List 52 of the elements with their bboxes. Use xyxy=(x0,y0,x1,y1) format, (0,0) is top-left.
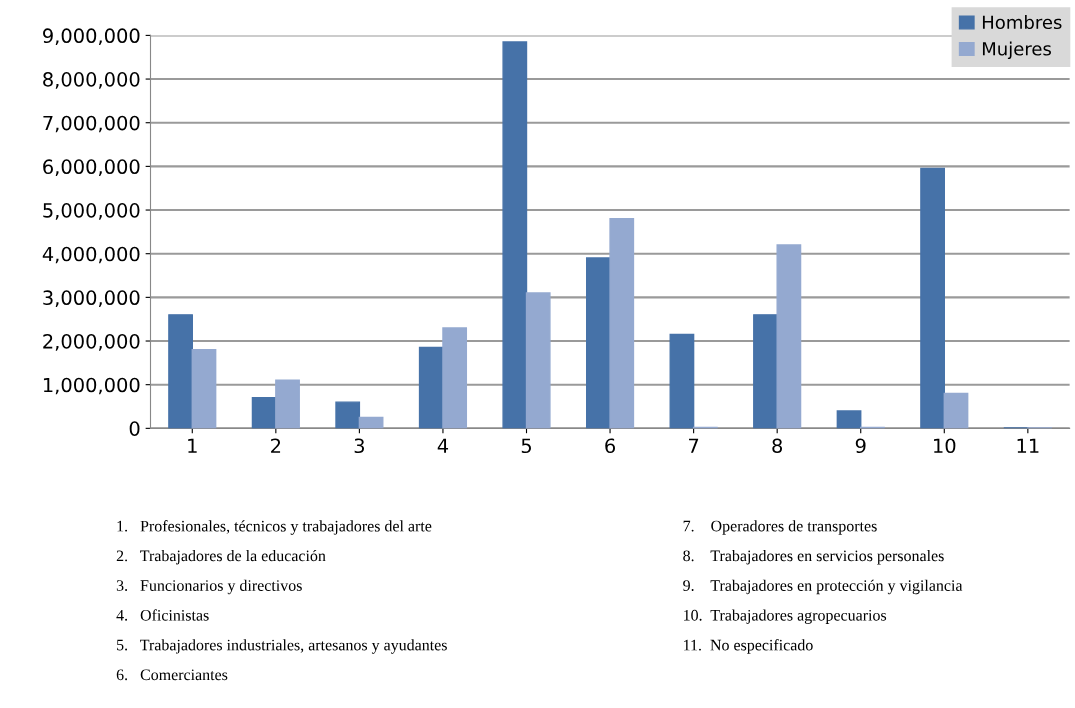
x-tick-label: 6 xyxy=(605,438,616,454)
legend-label: Mujeres xyxy=(982,41,1051,60)
text: 6. Comerciantes xyxy=(116,669,228,681)
x-tick-label: 4 xyxy=(437,438,449,453)
bar xyxy=(191,349,217,429)
bar xyxy=(609,218,635,429)
text: 5. Trabajadores industriales, artesanos y ayudantes xyxy=(117,639,447,654)
y-tick-label: 0 xyxy=(129,421,140,436)
text: 3. Funcionarios y directivos xyxy=(116,579,302,595)
x-tick-label: 10 xyxy=(934,438,956,454)
bar xyxy=(442,327,468,429)
text: 1. Profesionales, técnicos y trabajadores del arte xyxy=(117,520,432,535)
bar xyxy=(168,314,193,429)
x-tick-label: 5 xyxy=(521,438,531,454)
legend-label: Hombres xyxy=(982,15,1062,30)
y-tick-label: 2,000,000 xyxy=(43,333,140,351)
text: 9. Trabajadores en protección y vigilancia xyxy=(683,579,963,595)
bar xyxy=(585,257,611,429)
y-tick-label: 5,000,000 xyxy=(43,203,140,220)
text: 11. No especificado xyxy=(684,639,813,654)
x-tick-label: 7 xyxy=(689,438,699,453)
x-tick-label: 2 xyxy=(271,438,281,453)
text: 2. Trabajadores de la educación xyxy=(116,549,326,565)
bar xyxy=(943,392,969,429)
y-tick-label: 1,000,000 xyxy=(43,377,140,395)
y-tick-label: 8,000,000 xyxy=(43,72,140,89)
y-tick-label: 9,000,000 xyxy=(43,28,140,46)
bar xyxy=(358,416,384,429)
bar xyxy=(418,346,444,429)
text: 10. Trabajadores agropecuarios xyxy=(684,609,887,624)
x-tick-label: 8 xyxy=(772,438,783,454)
bar xyxy=(669,333,695,429)
x-tick-label: 9 xyxy=(855,438,866,454)
bar xyxy=(525,292,551,429)
y-tick-label: 4,000,000 xyxy=(42,246,140,264)
text: 4. Oficinistas xyxy=(116,609,209,621)
bar xyxy=(502,41,528,429)
bar xyxy=(920,167,945,429)
y-tick-label: 6,000,000 xyxy=(43,159,140,177)
bar xyxy=(836,410,862,429)
bar xyxy=(753,314,778,429)
text: 7. Operadores de transportes xyxy=(683,520,877,535)
x-tick-label: 1 xyxy=(188,438,197,453)
y-tick-label: 7,000,000 xyxy=(43,115,140,133)
bar xyxy=(335,401,361,429)
bar xyxy=(275,379,300,429)
bar xyxy=(251,397,277,429)
y-tick-label: 3,000,000 xyxy=(43,290,140,308)
x-tick-label: 11 xyxy=(1017,438,1039,453)
bar xyxy=(776,244,802,429)
x-tick-label: 3 xyxy=(354,438,365,454)
text: 8. Trabajadores en servicios personales xyxy=(683,549,944,565)
